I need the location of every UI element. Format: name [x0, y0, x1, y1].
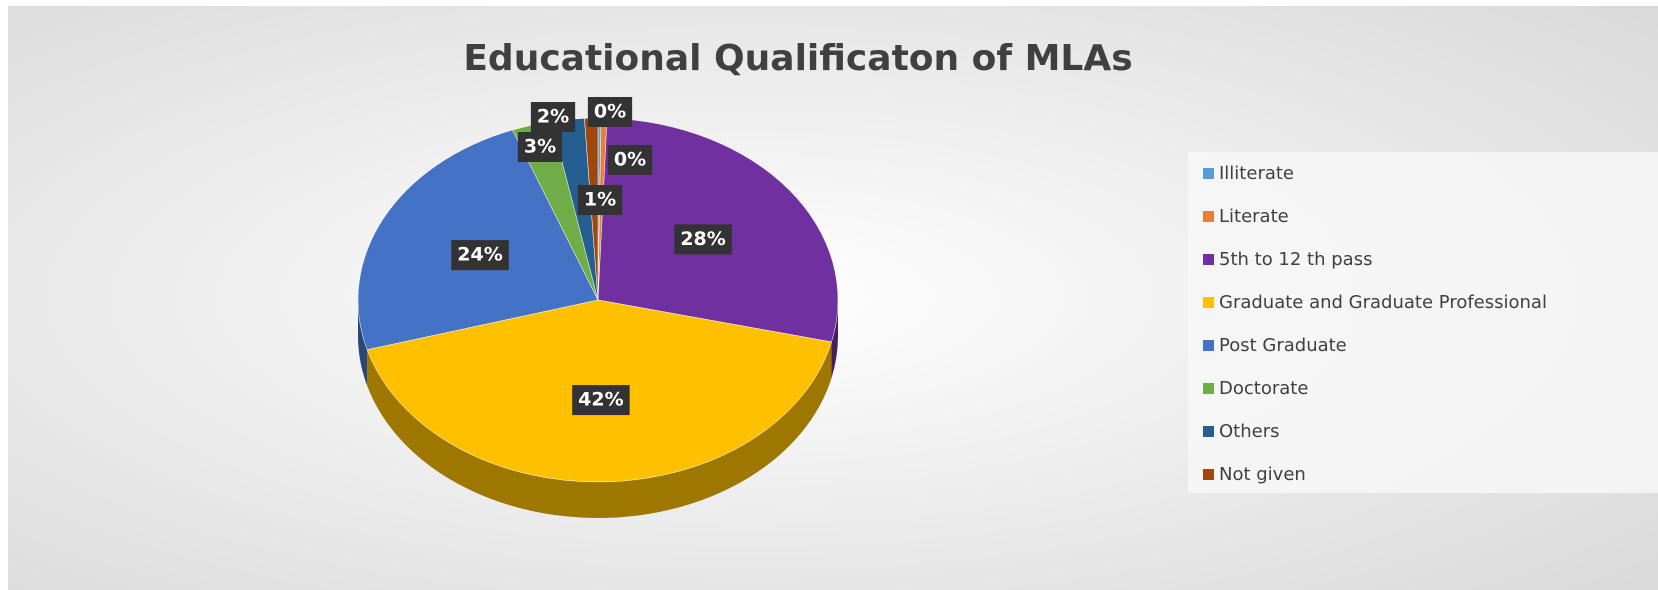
legend-swatch — [1203, 383, 1214, 394]
pie-slice — [357, 129, 599, 350]
legend-swatch — [1203, 168, 1214, 179]
legend-label: Literate — [1219, 206, 1289, 227]
data-label-box — [451, 240, 509, 271]
legend-swatch — [1203, 469, 1214, 480]
pie-side — [831, 300, 838, 378]
legend-label: Not given — [1219, 464, 1306, 485]
legend-swatch — [1203, 211, 1214, 222]
data-label: 28% — [680, 228, 725, 250]
legend-swatch — [1203, 297, 1214, 308]
legend-label: Others — [1219, 421, 1280, 442]
legend-swatch — [1203, 254, 1214, 265]
data-label: 24% — [457, 244, 502, 266]
data-label: 0% — [594, 101, 626, 123]
data-label: 2% — [537, 106, 569, 128]
legend-label: 5th to 12 th pass — [1219, 249, 1372, 270]
data-label: 3% — [524, 136, 556, 158]
pie-side — [367, 341, 832, 518]
legend-panel — [1188, 152, 1658, 493]
data-label-box — [530, 102, 576, 132]
legend-swatch — [1203, 340, 1214, 351]
data-label-box — [607, 145, 653, 175]
data-label-box — [674, 224, 732, 255]
data-label-box — [517, 132, 563, 162]
legend-label: Graduate and Graduate Professional — [1219, 292, 1547, 313]
data-label-box — [572, 385, 630, 416]
legend-label: Post Graduate — [1219, 335, 1347, 356]
data-label-box — [587, 97, 633, 127]
legend-swatch — [1203, 426, 1214, 437]
data-label: 0% — [614, 149, 646, 171]
chart-title: Educational Qualificaton of MLAs — [463, 38, 1132, 79]
data-label-box — [577, 185, 623, 215]
data-label: 42% — [578, 389, 623, 411]
data-label: 1% — [584, 189, 616, 211]
legend-label: Illiterate — [1219, 163, 1294, 184]
legend-label: Doctorate — [1219, 378, 1308, 399]
pie-side — [358, 300, 368, 386]
